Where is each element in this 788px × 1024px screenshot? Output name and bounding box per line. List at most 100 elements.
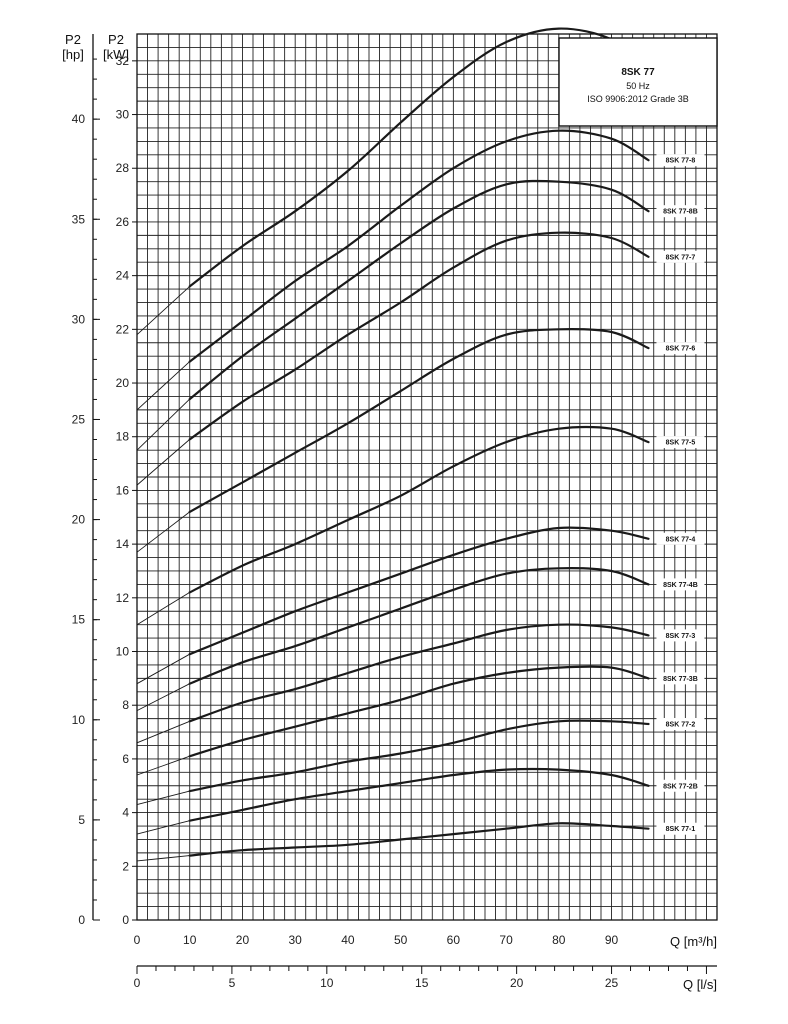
- curve-label: 8SK 77-1: [666, 826, 696, 833]
- y-kw-tick-label: 2: [122, 859, 129, 873]
- curve-label-background: [656, 822, 705, 835]
- y-kw-tick-label: 26: [116, 215, 130, 229]
- curve-label: 8SK 77-2B: [663, 783, 698, 790]
- curve-8sk-77-1: [188, 822, 650, 857]
- x-ls-label: Q [l/s]: [683, 977, 717, 992]
- x-m3h-tick-label: 60: [447, 933, 461, 947]
- curve-label-background: [656, 250, 705, 263]
- curve-extension: [136, 820, 190, 835]
- y-kw-label-unit: [kW]: [103, 47, 129, 62]
- curve-label-background: [656, 436, 705, 449]
- curve-8sk-77-3b: [188, 665, 650, 758]
- y-kw-tick-label: 10: [116, 645, 130, 659]
- y-kw-tick-label: 4: [122, 806, 129, 820]
- plot-border: [136, 33, 718, 921]
- info-box-title: 8SK 77: [621, 67, 655, 78]
- y-hp-tick-label: 25: [72, 412, 86, 426]
- curve-8sk-77-4b: [188, 567, 650, 685]
- curve-extension: [136, 855, 190, 862]
- info-box: 8SK 77 50 Hz ISO 9906:2012 Grade 3B: [558, 37, 718, 127]
- x-m3h-label: Q [m³/h]: [670, 934, 717, 949]
- curve-extension: [136, 439, 190, 486]
- curve-label: 8SK 77-3B: [663, 676, 698, 683]
- x-m3h-tick-label: 80: [552, 933, 566, 947]
- x-ls-tick-label: 5: [229, 976, 236, 990]
- curve-label-background: [656, 578, 705, 591]
- curve-label-background: [656, 154, 705, 167]
- curve-8sk-77-5: [188, 425, 650, 594]
- curve-extension: [136, 755, 190, 776]
- curve-label-background: [656, 342, 705, 355]
- curve-label-background: [656, 205, 705, 218]
- y-kw-tick-label: 30: [116, 108, 130, 122]
- curve-extension: [136, 653, 190, 685]
- x-m3h-tick-label: 50: [394, 933, 408, 947]
- curve-label: 8SK 77-7: [666, 254, 696, 261]
- curve-extension: [136, 592, 190, 626]
- y-hp-tick-label: 5: [78, 813, 85, 827]
- curve-8sk-77-7: [188, 231, 650, 441]
- x-ls-tick-label: 10: [320, 976, 334, 990]
- y-hp-tick-label: 20: [72, 513, 86, 527]
- curve-8sk-77-3: [188, 623, 650, 723]
- x-m3h-tick-label: 70: [499, 933, 513, 947]
- y-hp-tick-label: 30: [72, 312, 86, 326]
- x-ls-tick-label: 0: [134, 976, 141, 990]
- curve-label-background: [656, 718, 705, 731]
- chart-axes: 0246810121416182022242628303205101520253…: [72, 33, 718, 990]
- curve-label: 8SK 77-4B: [663, 582, 698, 589]
- curve-label-background: [656, 672, 705, 685]
- curve-label: 8SK 77-4: [666, 536, 696, 543]
- curve-label-background: [656, 779, 705, 792]
- curve-8sk-77-6: [188, 328, 650, 513]
- y-hp-tick-label: 40: [72, 112, 86, 126]
- curve-extension: [136, 511, 190, 553]
- y-hp-tick-label: 10: [72, 713, 86, 727]
- curve-extension: [136, 683, 190, 712]
- curve-8sk-77-4: [188, 526, 650, 656]
- x-ls-tick-label: 25: [605, 976, 619, 990]
- curve-label: 8SK 77-8: [666, 158, 696, 165]
- x-m3h-tick-label: 20: [236, 933, 250, 947]
- y-kw-tick-label: 8: [122, 698, 129, 712]
- x-ls-tick-label: 15: [415, 976, 429, 990]
- info-box-standard: ISO 9906:2012 Grade 3B: [587, 94, 689, 104]
- y-kw-tick-label: 22: [116, 322, 130, 336]
- chart-grid: [136, 33, 718, 921]
- curve-8sk-77-9: [188, 27, 650, 288]
- curve-label: 8SK 77-8B: [663, 209, 698, 216]
- curve-label-background: [656, 532, 705, 545]
- curve-8sk-77-2b: [188, 767, 650, 822]
- curve-extension: [136, 286, 191, 336]
- y-kw-tick-label: 32: [116, 54, 130, 68]
- curve-label: 8SK 77-3: [666, 633, 696, 640]
- curve-extension: [136, 720, 190, 744]
- y-kw-tick-label: 12: [116, 591, 130, 605]
- y-kw-tick-label: 6: [122, 752, 129, 766]
- curve-extension: [136, 790, 190, 806]
- y-kw-tick-label: 20: [116, 376, 130, 390]
- info-box-frequency: 50 Hz: [626, 81, 650, 91]
- curve-8sk-77-2: [188, 719, 650, 793]
- y-kw-tick-label: 18: [116, 430, 130, 444]
- x-m3h-tick-label: 0: [134, 933, 141, 947]
- curve-8sk-77-8b: [188, 179, 650, 401]
- y-kw-tick-label: 24: [116, 269, 130, 283]
- x-ls-tick-label: 20: [510, 976, 524, 990]
- y-kw-tick-label: 16: [116, 483, 130, 497]
- curve-8sk-77-8: [188, 129, 650, 363]
- power-curves: [136, 27, 650, 862]
- curve-label: 8SK 77-2: [666, 722, 696, 729]
- y-hp-label-unit: [hp]: [62, 47, 84, 62]
- x-m3h-tick-label: 10: [183, 933, 197, 947]
- y-kw-tick-label: 28: [116, 161, 130, 175]
- curve-label: 8SK 77-6: [666, 346, 696, 353]
- x-m3h-tick-label: 90: [605, 933, 619, 947]
- curve-label-background: [656, 629, 705, 642]
- curve-extension: [136, 398, 191, 451]
- y-hp-label-top: P2: [65, 32, 81, 47]
- x-m3h-tick-label: 40: [341, 933, 355, 947]
- curve-extension: [136, 361, 191, 411]
